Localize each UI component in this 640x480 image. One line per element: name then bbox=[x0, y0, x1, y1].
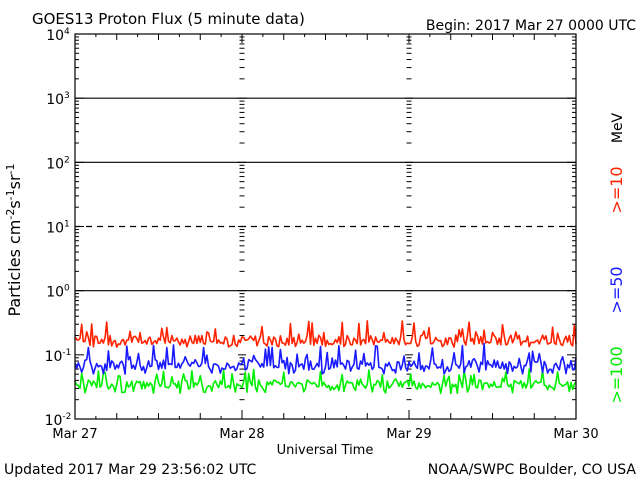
y-tick-label: 10-1 bbox=[45, 348, 72, 365]
y-axis-label-text: Particles cm-2s-1sr-1 bbox=[4, 163, 24, 316]
y-tick-label: 101 bbox=[46, 220, 70, 237]
grid-lines bbox=[75, 97, 576, 292]
series-line-2 bbox=[74, 368, 577, 395]
x-tick-labels: Mar 27 Mar 28 Mar 29 Mar 30 bbox=[52, 427, 598, 442]
chart-title: GOES13 Proton Flux (5 minute data) bbox=[32, 10, 305, 28]
series-line-1 bbox=[74, 342, 577, 375]
y-tick-label: 10-2 bbox=[45, 412, 72, 429]
y-tick-label: 102 bbox=[46, 155, 70, 172]
legend-item: >=100 bbox=[607, 346, 626, 403]
data-series bbox=[74, 320, 577, 395]
credit-label: NOAA/SWPC Boulder, CO USA bbox=[428, 462, 637, 478]
series-line-0 bbox=[74, 320, 577, 348]
y-tick-labels: 10-2 10-1 100 101 102 103 104 bbox=[45, 27, 72, 429]
x-tick-label: Mar 30 bbox=[553, 427, 598, 442]
x-tick-label: Mar 29 bbox=[386, 427, 431, 442]
begin-time: Begin: 2017 Mar 27 0000 UTC bbox=[426, 18, 636, 34]
y-tick-label: 100 bbox=[46, 284, 70, 301]
legend-item: >=50 bbox=[607, 266, 626, 313]
updated-timestamp: Updated 2017 Mar 29 23:56:02 UTC bbox=[4, 462, 257, 478]
y-axis-label: Particles cm-2s-1sr-1 bbox=[4, 163, 24, 316]
x-tick-label: Mar 27 bbox=[52, 427, 97, 442]
legend-item: >=10 bbox=[607, 166, 626, 213]
x-axis-label: Universal Time bbox=[277, 443, 374, 458]
y-tick-label: 103 bbox=[46, 91, 70, 108]
x-tick-label: Mar 28 bbox=[219, 427, 264, 442]
plot-frame bbox=[74, 33, 577, 420]
legend-unit-label: MeV bbox=[610, 112, 626, 143]
legend: >=10 >=50 >=100 MeV bbox=[607, 112, 626, 403]
y-tick-label: 104 bbox=[46, 27, 70, 44]
